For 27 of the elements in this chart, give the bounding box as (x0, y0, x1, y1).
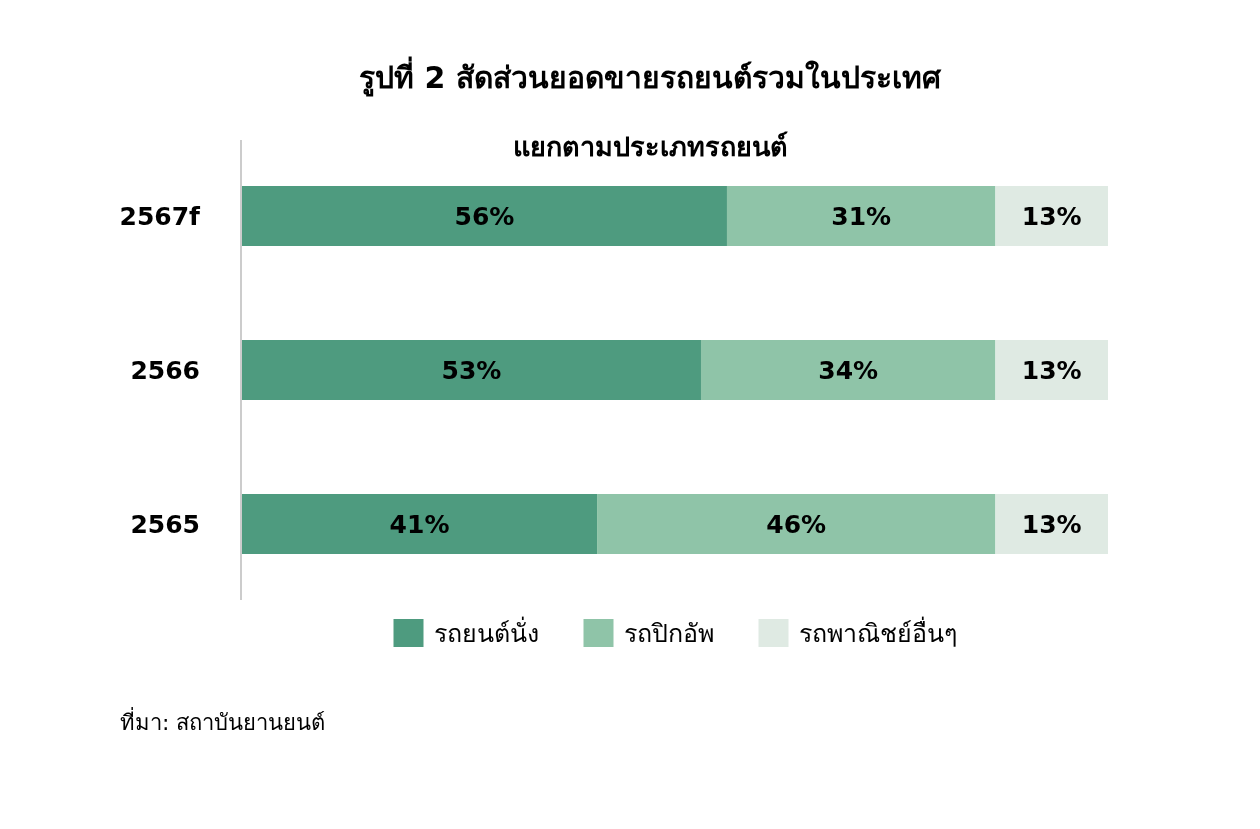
bar (995, 340, 1108, 400)
legend-label: รถปิกอัพ (623, 619, 714, 648)
bar (700, 340, 996, 400)
data-label: 13% (1021, 510, 1082, 539)
legend-label: รถยนต์นั่ง (433, 616, 539, 648)
bar (597, 494, 996, 554)
bar (242, 340, 701, 400)
data-label: 41% (389, 510, 450, 539)
y-tick-label: 2566 (130, 356, 200, 385)
data-label: 56% (454, 202, 515, 231)
bar (242, 186, 727, 246)
bar (995, 494, 1108, 554)
legend-label: รถพาณิชย์อื่นๆ (798, 616, 957, 648)
chart-subtitle: แยกตามประเภทรถยนต์ (512, 131, 788, 162)
data-label: 13% (1021, 356, 1082, 385)
data-label: 13% (1021, 202, 1082, 231)
data-label: 46% (766, 510, 827, 539)
y-tick-label: 2565 (130, 510, 200, 539)
y-tick-label: 2567f (119, 202, 202, 231)
chart-title: รูปที่ 2 สัดส่วนยอดขายรถยนต์รวมในประเทศ (359, 56, 942, 97)
data-label: 53% (441, 356, 502, 385)
bar (995, 186, 1108, 246)
data-label: 34% (818, 356, 879, 385)
text: ที่มา: สถาบันยานยนต์ (120, 707, 326, 735)
bar (242, 494, 598, 554)
data-label: 31% (831, 202, 892, 231)
bar (726, 186, 996, 246)
